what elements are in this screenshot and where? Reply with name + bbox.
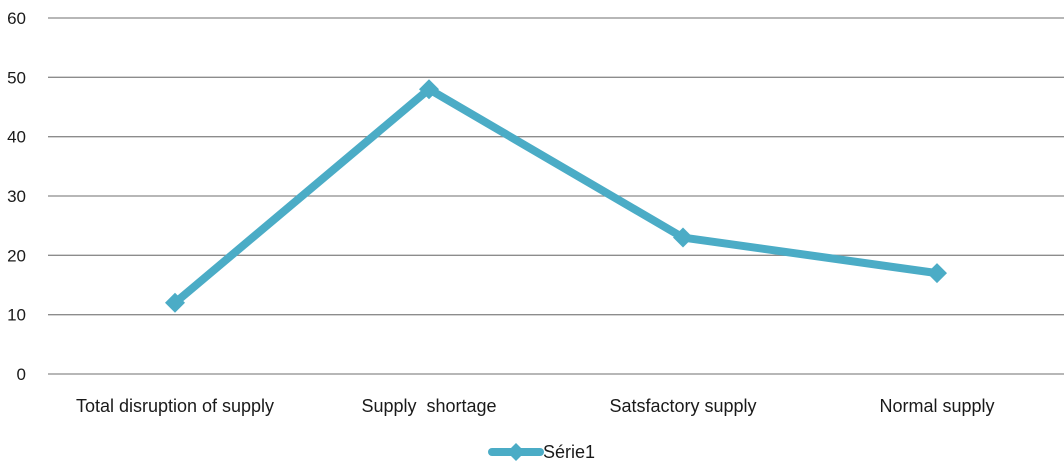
x-axis-category-labels: Total disruption of supply Supply shortag… <box>76 396 995 416</box>
data-point-marker <box>927 263 947 284</box>
y-tick-label: 30 <box>7 187 26 206</box>
y-tick-label: 40 <box>7 128 26 147</box>
y-axis-tick-labels: 0 10 20 30 40 50 60 <box>7 9 26 384</box>
x-category-label: Satsfactory supply <box>609 396 756 416</box>
data-point-marker <box>419 79 439 100</box>
series-layer <box>165 79 947 313</box>
y-tick-label: 0 <box>17 365 26 384</box>
data-point-marker <box>673 227 693 248</box>
x-category-label: Supply shortage <box>361 396 496 416</box>
legend-label: Série1 <box>543 442 595 462</box>
gridlines <box>48 17 1064 375</box>
y-tick-label: 10 <box>7 306 26 325</box>
x-category-label: Total disruption of supply <box>76 396 274 416</box>
series-line <box>171 85 941 307</box>
x-category-label: Normal supply <box>879 396 994 416</box>
legend-marker-swatch <box>507 443 525 461</box>
legend: Série1 <box>488 442 595 462</box>
data-point-marker <box>165 292 185 313</box>
y-tick-label: 50 <box>7 68 26 87</box>
y-tick-label: 20 <box>7 246 26 265</box>
y-tick-label: 60 <box>7 9 26 28</box>
